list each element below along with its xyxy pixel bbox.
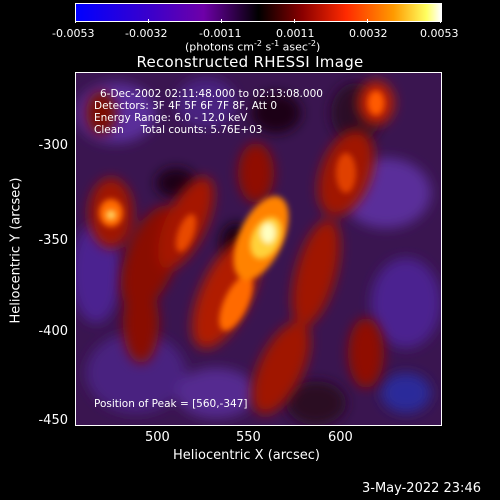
colorbar-tick-label: -0.0053 [52, 27, 95, 40]
timestamp: 3-May-2022 23:46 [362, 481, 481, 496]
colorbar-units: (photons cm-2 s-1 asec-2) [185, 39, 321, 54]
colorbar-tick-mark [440, 19, 441, 23]
colorbar-tick-mark [367, 19, 368, 23]
colorbar-tick-label: -0.0032 [125, 27, 168, 40]
x-tick-label: 550 [236, 430, 261, 445]
rhessi-image [75, 72, 442, 426]
colorbar-tick-mark [75, 19, 76, 23]
colorbar-tick-mark [294, 19, 295, 23]
rhessi-image-canvas [76, 73, 441, 425]
annotation-energy: Energy Range: 6.0 - 12.0 keV [94, 112, 248, 124]
colorbar-tick-label: 0.0053 [420, 27, 459, 40]
y-axis-label: Heliocentric Y (arcsec) [8, 177, 24, 324]
y-tick-label: -350 [38, 233, 68, 248]
annotation-peak: Position of Peak = [560,-347] [94, 398, 248, 410]
y-tick-label: -400 [38, 324, 68, 339]
colorbar-tick-mark [148, 19, 149, 23]
x-tick-label: 500 [145, 430, 170, 445]
colorbar-tick-label: 0.0032 [349, 27, 388, 40]
annotation-clean: Clean Total counts: 5.76E+03 [94, 124, 263, 136]
y-tick-label: -300 [38, 138, 68, 153]
colorbar-tick-label: 0.0011 [276, 27, 315, 40]
colorbar [75, 3, 442, 22]
plot-title: Reconstructed RHESSI Image [136, 53, 364, 71]
annotation-detectors: Detectors: 3F 4F 5F 6F 7F 8F, Att 0 [94, 100, 278, 112]
colorbar-tick-mark [221, 19, 222, 23]
annotation-time-range: 6-Dec-2002 02:11:48.000 to 02:13:08.000 [100, 88, 323, 100]
x-tick-label: 600 [328, 430, 353, 445]
x-axis-label: Heliocentric X (arcsec) [173, 448, 320, 463]
y-tick-label: -450 [38, 413, 68, 428]
colorbar-tick-label: -0.0011 [199, 27, 242, 40]
